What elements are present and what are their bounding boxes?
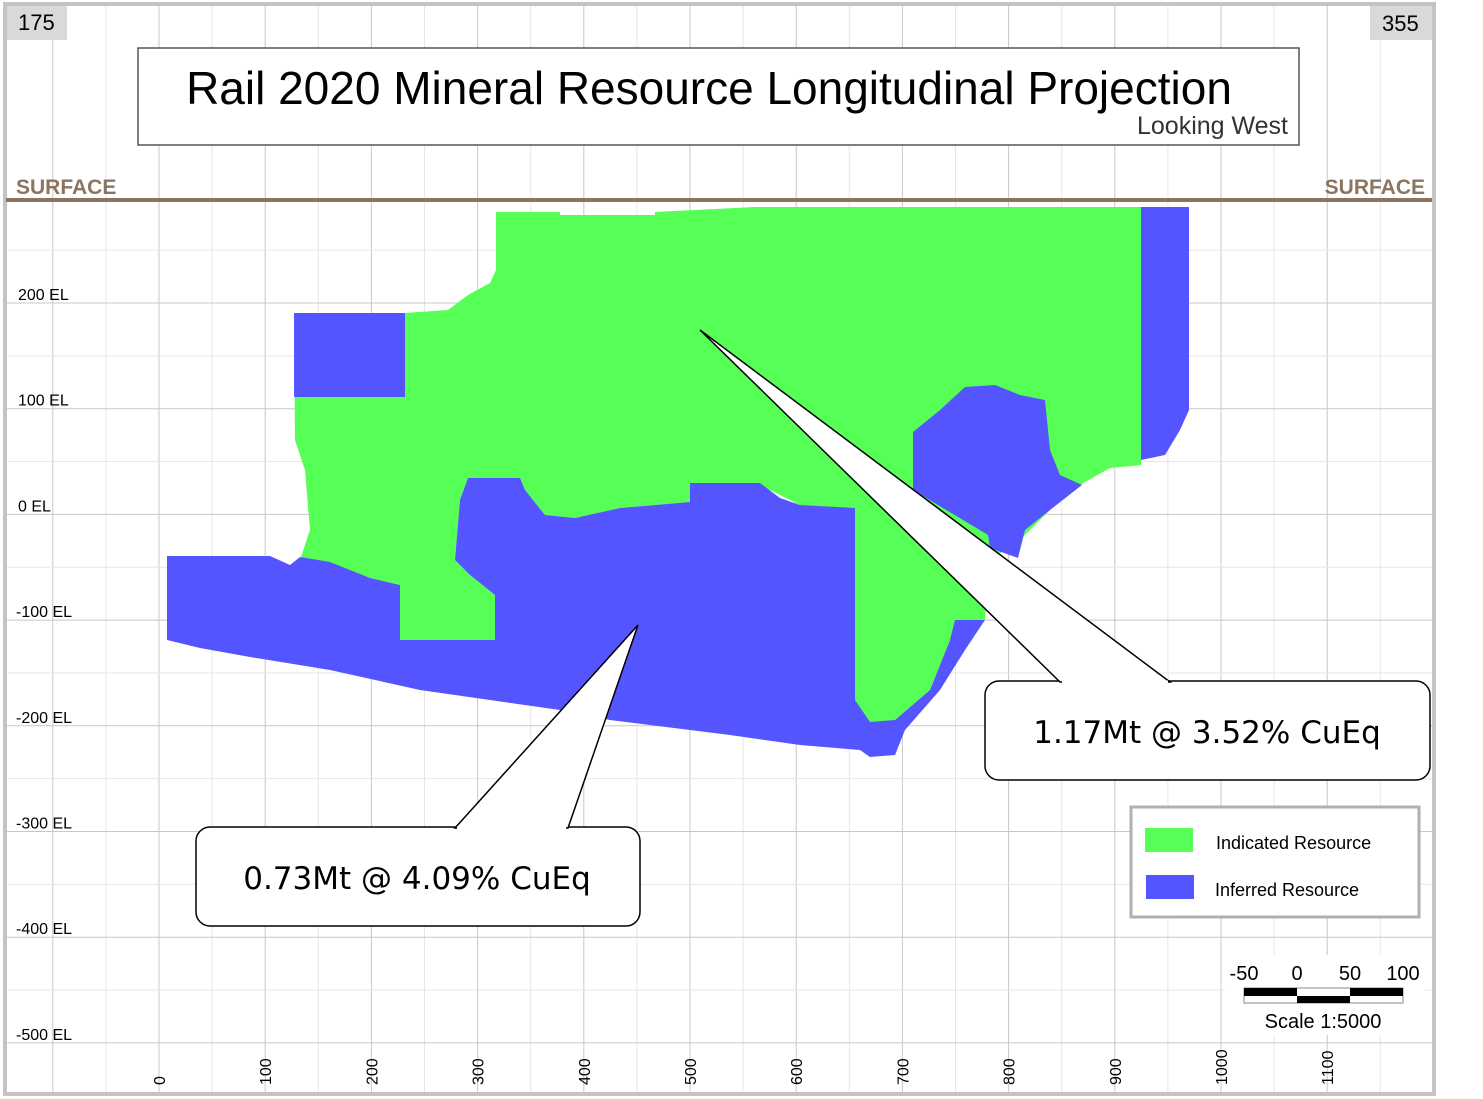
inferred-resource-zone (167, 478, 985, 757)
inferred-resource-zone (913, 385, 1082, 558)
surface-label-right: SURFACE (1325, 176, 1425, 199)
elevation-label: 200 EL (18, 287, 69, 304)
x-tick-label: 500 (683, 1058, 700, 1085)
x-tick-label: 900 (1108, 1058, 1125, 1085)
legend: Indicated Resource Inferred Resource (1129, 805, 1421, 919)
legend-swatch-indicated (1145, 828, 1193, 852)
legend-label: Indicated Resource (1216, 833, 1371, 853)
corner-label-left: 175 (18, 10, 55, 35)
x-tick-label: 1100 (1320, 1050, 1337, 1085)
scale-tick: 50 (1339, 963, 1361, 985)
scale-tick: -50 (1230, 963, 1259, 985)
elevation-label: 0 EL (18, 498, 51, 515)
x-tick-label: 200 (364, 1058, 381, 1085)
indicated-resource-zone (294, 207, 1141, 725)
scale-bar: -50 0 50 100 Scale 1:5000 (1225, 955, 1425, 1035)
callout-indicated: 1.17Mt @ 3.52% CuEq (699, 329, 1431, 781)
callout-inferred: 0.73Mt @ 4.09% CuEq (195, 624, 641, 927)
x-tick-label: 400 (577, 1058, 594, 1085)
corner-label-right-bg (1370, 6, 1432, 40)
inferred-resource-zone (294, 313, 405, 397)
x-tick-label: 100 (258, 1058, 275, 1085)
x-tick-label: 800 (1002, 1058, 1019, 1085)
x-tick-label: 600 (789, 1058, 806, 1085)
x-tick-label: 300 (471, 1058, 488, 1085)
elevation-label: -500 EL (16, 1027, 72, 1044)
callout-text: 0.73Mt @ 4.09% CuEq (243, 861, 591, 897)
subtitle: Looking West (1137, 112, 1288, 140)
elevation-label: -200 EL (16, 710, 72, 727)
elevation-label: -100 EL (16, 604, 72, 621)
scale-tick: 100 (1386, 963, 1419, 985)
corner-label-left-bg (7, 6, 67, 40)
callout-text: 1.17Mt @ 3.52% CuEq (1033, 715, 1381, 751)
x-tick-label: 0 (152, 1076, 169, 1085)
legend-label: Inferred Resource (1215, 880, 1359, 900)
x-tick-label: 700 (895, 1058, 912, 1085)
legend-swatch-inferred (1146, 875, 1194, 899)
scale-tick: 0 (1291, 963, 1302, 985)
corner-label-right: 355 (1382, 11, 1419, 36)
title-box (137, 47, 1300, 146)
x-tick-label: 1000 (1214, 1049, 1231, 1085)
scale-label: Scale 1:5000 (1265, 1011, 1382, 1033)
inferred-resource-zone (1141, 207, 1189, 460)
surface-label-left: SURFACE (16, 176, 116, 199)
elevation-label: 100 EL (18, 393, 69, 410)
page-title: Rail 2020 Mineral Resource Longitudinal … (186, 62, 1232, 114)
frame (3, 2, 1436, 1096)
elevation-label: -300 EL (16, 816, 72, 833)
elevation-label: -400 EL (16, 921, 72, 938)
